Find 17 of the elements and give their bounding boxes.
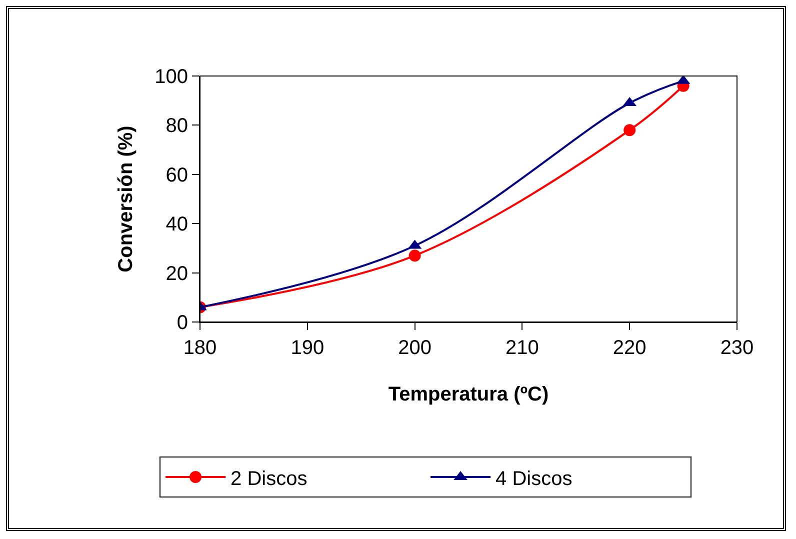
y-axis-title: Conversión (%) bbox=[115, 126, 138, 272]
x-tick-label: 230 bbox=[720, 337, 754, 359]
legend-label: 4 Discos bbox=[496, 468, 572, 490]
x-tick-label: 180 bbox=[183, 337, 217, 359]
y-tick-label: 100 bbox=[154, 66, 188, 88]
y-tick-label: 0 bbox=[176, 312, 188, 334]
y-tick-label: 40 bbox=[166, 214, 188, 236]
y-tick-label: 80 bbox=[166, 115, 188, 138]
x-tick-label: 210 bbox=[506, 337, 539, 359]
y-tick-label: 60 bbox=[166, 164, 188, 186]
x-tick-label: 190 bbox=[290, 337, 324, 359]
x-axis-title: Temperatura (ºC) bbox=[388, 384, 549, 406]
x-tick-label: 200 bbox=[398, 337, 432, 359]
x-tick-label: 220 bbox=[612, 337, 646, 359]
y-tick-label: 20 bbox=[166, 262, 188, 285]
point bbox=[624, 124, 636, 136]
legend-label: 2 Discos bbox=[230, 468, 308, 490]
